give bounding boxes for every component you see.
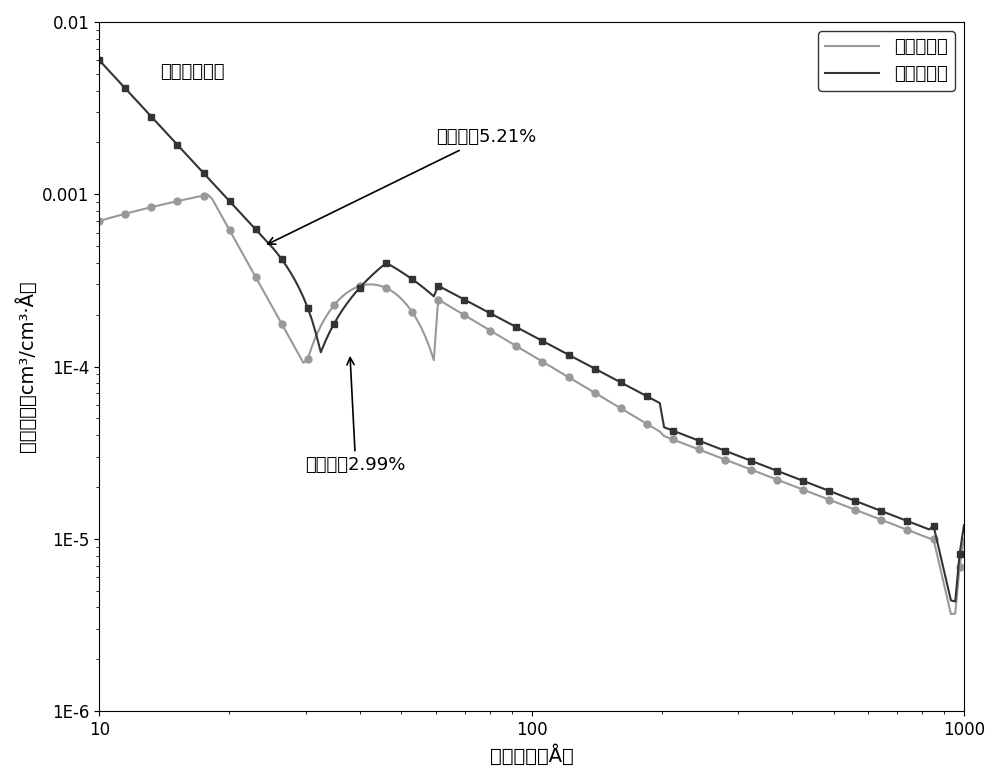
膚胀吸水前 [919, 532, 931, 541]
膚胀吸水后 [914, 522, 926, 531]
膚胀吸水后 [958, 521, 970, 530]
膚胀吸水前 [93, 216, 105, 226]
Line: 膚胀吸水后: 膚胀吸水后 [99, 60, 964, 601]
膚胀吸水前 [888, 520, 900, 530]
膚胀吸水后 [254, 230, 266, 239]
膚胀吸水前 [958, 534, 970, 544]
膚胀吸水前 [128, 207, 140, 216]
膚胀吸水后 [884, 510, 896, 519]
Text: 龙马溪组页岔: 龙马溪组页岔 [160, 63, 224, 81]
膚胀吸水前 [145, 202, 157, 212]
膚胀吸水前 [328, 301, 340, 310]
Legend: 膚胀吸水前, 膚胀吸水后: 膚胀吸水前, 膚胀吸水后 [818, 31, 955, 91]
Text: 孔隙度：2.99%: 孔隙度：2.99% [306, 358, 406, 474]
膚胀吸水后 [128, 93, 140, 102]
膚胀吸水前 [945, 609, 957, 619]
Text: 孔隙度：5.21%: 孔隙度：5.21% [268, 128, 536, 244]
Line: 膚胀吸水前: 膚胀吸水前 [99, 194, 964, 614]
膚胀吸水前 [258, 288, 270, 298]
膚胀吸水后 [324, 328, 336, 337]
X-axis label: 孔径分布（Å）: 孔径分布（Å） [490, 744, 573, 766]
膚胀吸水后 [145, 112, 157, 121]
膚胀吸水前 [202, 190, 214, 199]
Y-axis label: 孔隙体积（cm³/cm³·Å）: 孔隙体积（cm³/cm³·Å） [15, 280, 37, 452]
膚胀吸水后 [949, 597, 961, 606]
膚胀吸水后 [93, 55, 105, 65]
